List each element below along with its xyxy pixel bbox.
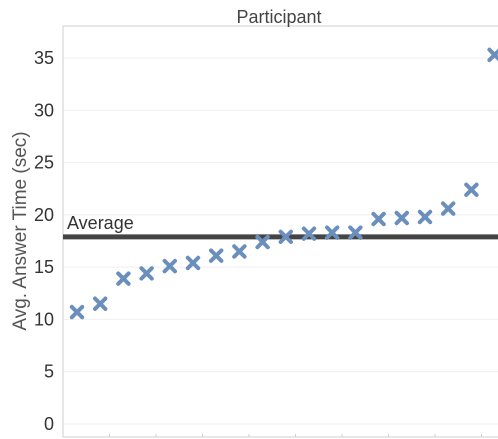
y-tick-label-15: 15 (34, 257, 54, 277)
data-point-16 (417, 209, 433, 225)
data-point-9-stroke-b (255, 234, 270, 250)
data-point-4-stroke-b (139, 266, 154, 281)
axes (62, 25, 498, 438)
data-point-14 (371, 211, 386, 227)
y-tick-label-25: 25 (34, 153, 54, 173)
data-point-13-stroke-b (348, 225, 363, 240)
y-tick-labels: 0 5 10 15 20 25 30 35 (34, 48, 54, 434)
data-point-6 (185, 255, 201, 271)
data-point-5 (162, 258, 177, 274)
data-point-19 (487, 47, 498, 63)
data-point-10 (278, 229, 293, 245)
y-tick-label-35: 35 (34, 48, 54, 68)
data-point-3-stroke-b (116, 271, 131, 286)
data-point-1 (69, 304, 85, 320)
y-axis-label: Avg. Answer Time (sec) (10, 131, 31, 330)
data-point-15-stroke-b (394, 210, 409, 226)
y-tick-label-5: 5 (44, 362, 54, 382)
data-point-9 (255, 234, 270, 250)
average-label: Average (67, 213, 134, 233)
data-point-17-stroke-b (441, 201, 456, 216)
data-point-11-stroke-b (301, 226, 317, 241)
data-point-14-stroke-b (371, 211, 386, 227)
data-point-18 (464, 182, 479, 197)
data-point-12-stroke-b (325, 225, 340, 240)
data-point-17 (441, 201, 456, 216)
data-point-7-stroke-b (209, 248, 224, 263)
y-tick-label-10: 10 (34, 309, 54, 329)
data-point-2 (93, 296, 108, 311)
data-point-8 (232, 244, 247, 259)
data-point-8-stroke-b (232, 244, 247, 259)
data-point-3 (116, 271, 131, 286)
data-point-18-stroke-b (464, 182, 479, 197)
chart-title: Participant (236, 7, 321, 27)
data-point-19-stroke-b (487, 48, 498, 63)
data-point-15 (394, 210, 409, 226)
data-point-4 (139, 266, 154, 281)
data-points (69, 47, 498, 320)
x-ticks (109, 434, 482, 437)
data-point-5-stroke-b (162, 258, 177, 274)
y-tick-label-30: 30 (34, 100, 54, 120)
data-point-2-stroke-b (93, 296, 108, 311)
data-point-11 (301, 226, 317, 241)
data-point-1-stroke-b (69, 304, 85, 320)
data-point-7 (209, 248, 224, 263)
data-point-6-stroke-b (185, 255, 201, 271)
data-point-16-stroke-b (417, 209, 433, 225)
y-tick-label-20: 20 (34, 205, 54, 225)
y-tick-label-0: 0 (44, 414, 54, 434)
data-point-13 (348, 225, 363, 240)
grid-lines (63, 57, 498, 425)
reference-line-group: Average (63, 213, 498, 240)
data-point-12 (325, 225, 340, 240)
data-point-10-stroke-b (278, 229, 293, 245)
